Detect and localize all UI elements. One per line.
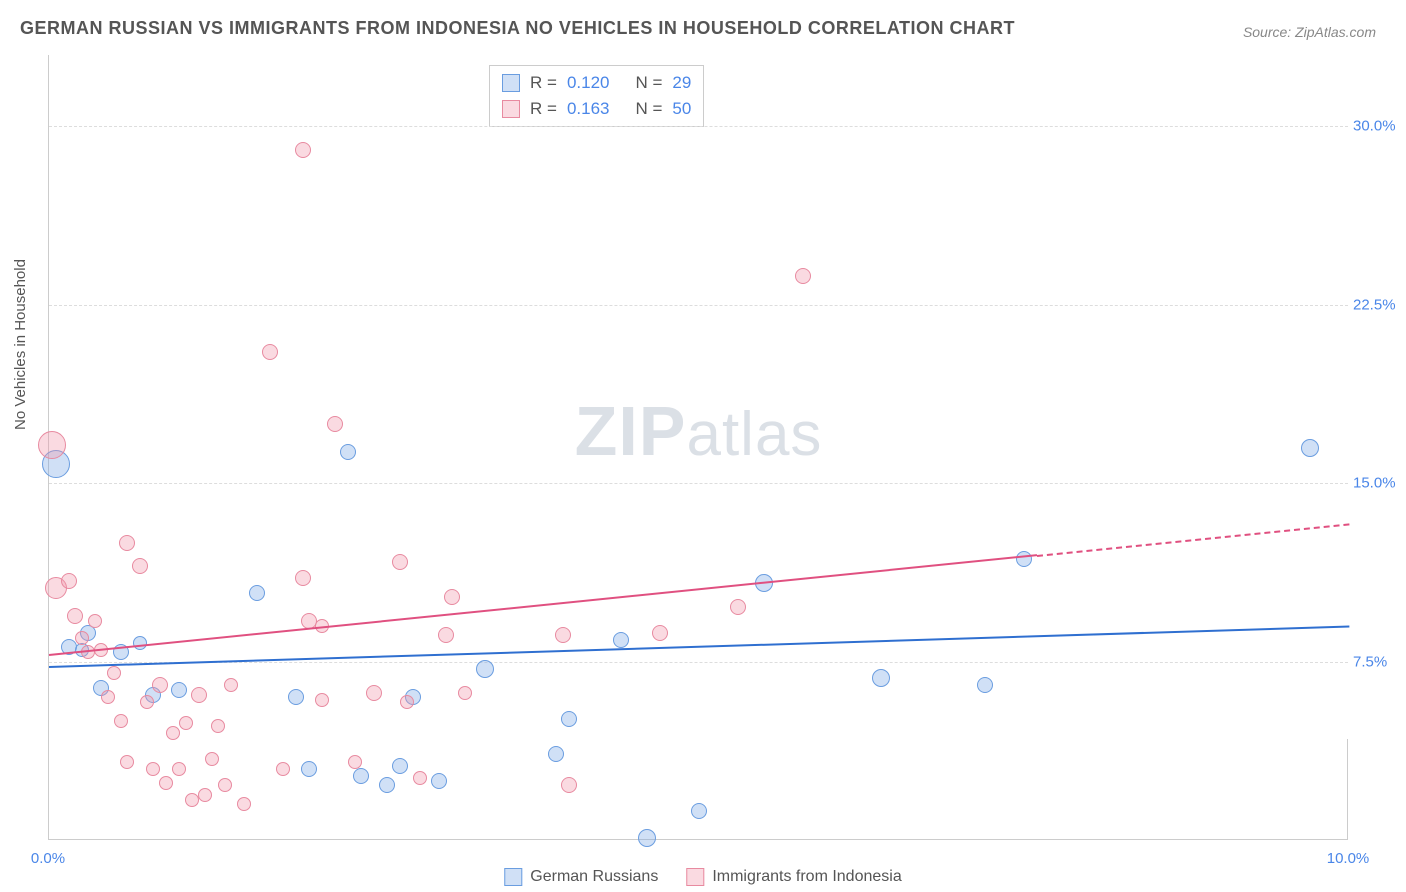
legend-label-series-1: German Russians (530, 868, 658, 886)
data-point (295, 570, 311, 586)
stats-row-series-1: R =0.120 N =29 (502, 70, 691, 96)
data-point (730, 599, 746, 615)
data-point (120, 755, 134, 769)
data-point (613, 632, 629, 648)
data-point (249, 585, 265, 601)
data-point (88, 614, 102, 628)
data-point (638, 829, 656, 847)
data-point (185, 793, 199, 807)
data-point (691, 803, 707, 819)
data-point (67, 608, 83, 624)
data-point (179, 716, 193, 730)
data-point (166, 726, 180, 740)
data-point (237, 797, 251, 811)
swatch-series-1-icon (504, 868, 522, 886)
watermark: ZIPatlas (575, 391, 823, 471)
data-point (476, 660, 494, 678)
legend-item-series-2: Immigrants from Indonesia (686, 868, 901, 886)
data-point (379, 777, 395, 793)
legend-item-series-1: German Russians (504, 868, 658, 886)
data-point (140, 695, 154, 709)
gridline (49, 483, 1348, 484)
y-axis-label: No Vehicles in Household (12, 259, 29, 430)
y-tick-label: 7.5% (1353, 653, 1406, 670)
data-point (38, 431, 66, 459)
data-point (977, 677, 993, 693)
y-tick-label: 15.0% (1353, 475, 1406, 492)
stats-row-series-2: R =0.163 N =50 (502, 96, 691, 122)
data-point (133, 636, 147, 650)
data-point (413, 771, 427, 785)
y-tick-label: 22.5% (1353, 296, 1406, 313)
data-point (172, 762, 186, 776)
data-point (288, 689, 304, 705)
data-point (348, 755, 362, 769)
swatch-series-2-icon (686, 868, 704, 886)
swatch-series-1 (502, 74, 520, 92)
data-point (561, 711, 577, 727)
data-point (392, 758, 408, 774)
data-point (211, 719, 225, 733)
y-tick-label: 30.0% (1353, 118, 1406, 135)
data-point (561, 777, 577, 793)
bottom-legend: German Russians Immigrants from Indonesi… (504, 868, 901, 886)
data-point (205, 752, 219, 766)
gridline (49, 126, 1348, 127)
data-point (132, 558, 148, 574)
data-point (218, 778, 232, 792)
plot-area: ZIPatlas R =0.120 N =29 R =0.163 N =50 7… (48, 55, 1348, 840)
data-point (400, 695, 414, 709)
data-point (146, 762, 160, 776)
data-point (392, 554, 408, 570)
data-point (159, 776, 173, 790)
data-point (1301, 439, 1319, 457)
data-point (795, 268, 811, 284)
data-point (152, 677, 168, 693)
data-point (198, 788, 212, 802)
data-point (872, 669, 890, 687)
data-point (107, 666, 121, 680)
data-point (75, 631, 89, 645)
data-point (61, 573, 77, 589)
data-point (340, 444, 356, 460)
data-point (458, 686, 472, 700)
data-point (327, 416, 343, 432)
data-point (101, 690, 115, 704)
stats-legend: R =0.120 N =29 R =0.163 N =50 (489, 65, 704, 127)
data-point (114, 714, 128, 728)
x-tick-label: 0.0% (31, 850, 65, 867)
data-point (276, 762, 290, 776)
data-point (548, 746, 564, 762)
data-point (315, 693, 329, 707)
data-point (191, 687, 207, 703)
data-point (295, 142, 311, 158)
source-label: Source: ZipAtlas.com (1243, 24, 1376, 40)
data-point (652, 625, 668, 641)
legend-label-series-2: Immigrants from Indonesia (712, 868, 901, 886)
trend-line (1037, 523, 1349, 557)
data-point (444, 589, 460, 605)
data-point (171, 682, 187, 698)
data-point (555, 627, 571, 643)
data-point (119, 535, 135, 551)
x-tick-label: 10.0% (1327, 850, 1370, 867)
data-point (1016, 551, 1032, 567)
swatch-series-2 (502, 100, 520, 118)
chart-title: GERMAN RUSSIAN VS IMMIGRANTS FROM INDONE… (20, 18, 1015, 39)
data-point (431, 773, 447, 789)
data-point (301, 761, 317, 777)
gridline (49, 305, 1348, 306)
data-point (353, 768, 369, 784)
data-point (438, 627, 454, 643)
data-point (262, 344, 278, 360)
data-point (366, 685, 382, 701)
data-point (224, 678, 238, 692)
